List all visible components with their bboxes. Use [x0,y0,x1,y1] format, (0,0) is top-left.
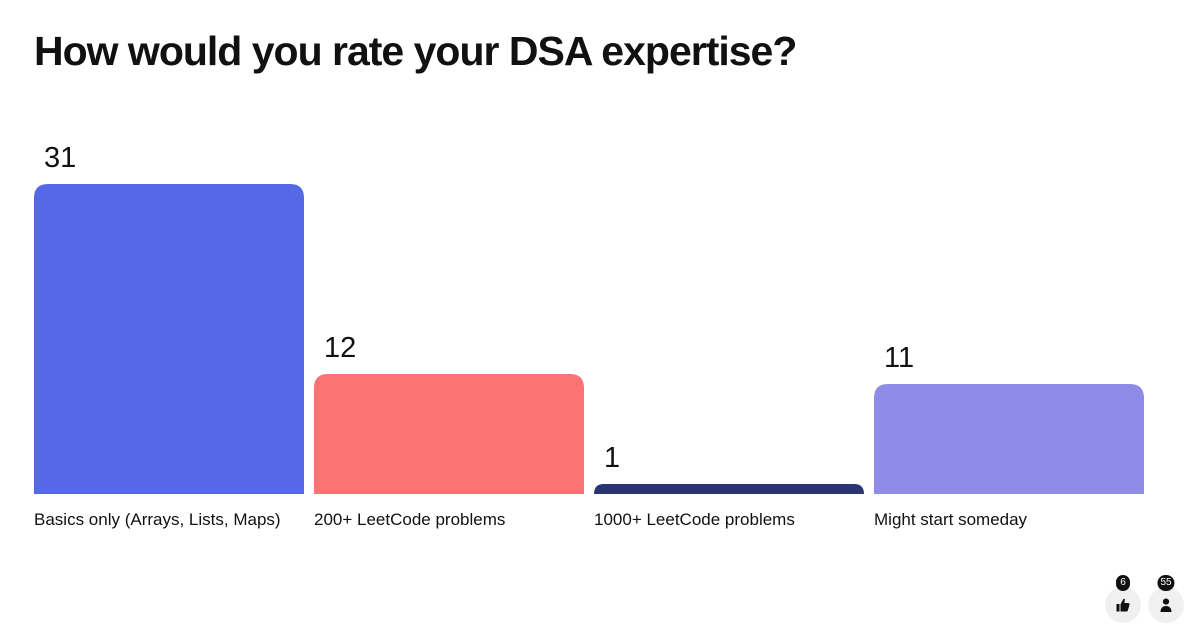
bar-value-label: 1 [604,442,621,474]
bar-4 [874,384,1144,494]
likes-count: 6 [1116,575,1130,591]
bar-3 [594,484,864,494]
bar-value-label: 11 [884,342,915,374]
category-label: Basics only (Arrays, Lists, Maps) [34,510,281,529]
likes-button[interactable]: 6 [1105,575,1141,623]
bar-value-label: 31 [44,142,77,174]
participants-button[interactable]: 55 [1148,575,1184,623]
bar-2 [314,374,584,494]
category-label: Might start someday [874,510,1028,529]
participants-count: 55 [1157,575,1175,591]
category-label: 1000+ LeetCode problems [594,510,795,529]
person-icon [1160,598,1172,612]
chart-title: How would you rate your DSA expertise? [34,28,797,74]
category-label: 200+ LeetCode problems [314,510,506,529]
bar-1 [34,184,304,494]
bar-value-label: 12 [324,332,357,364]
thumbs-up-icon [1116,598,1130,612]
